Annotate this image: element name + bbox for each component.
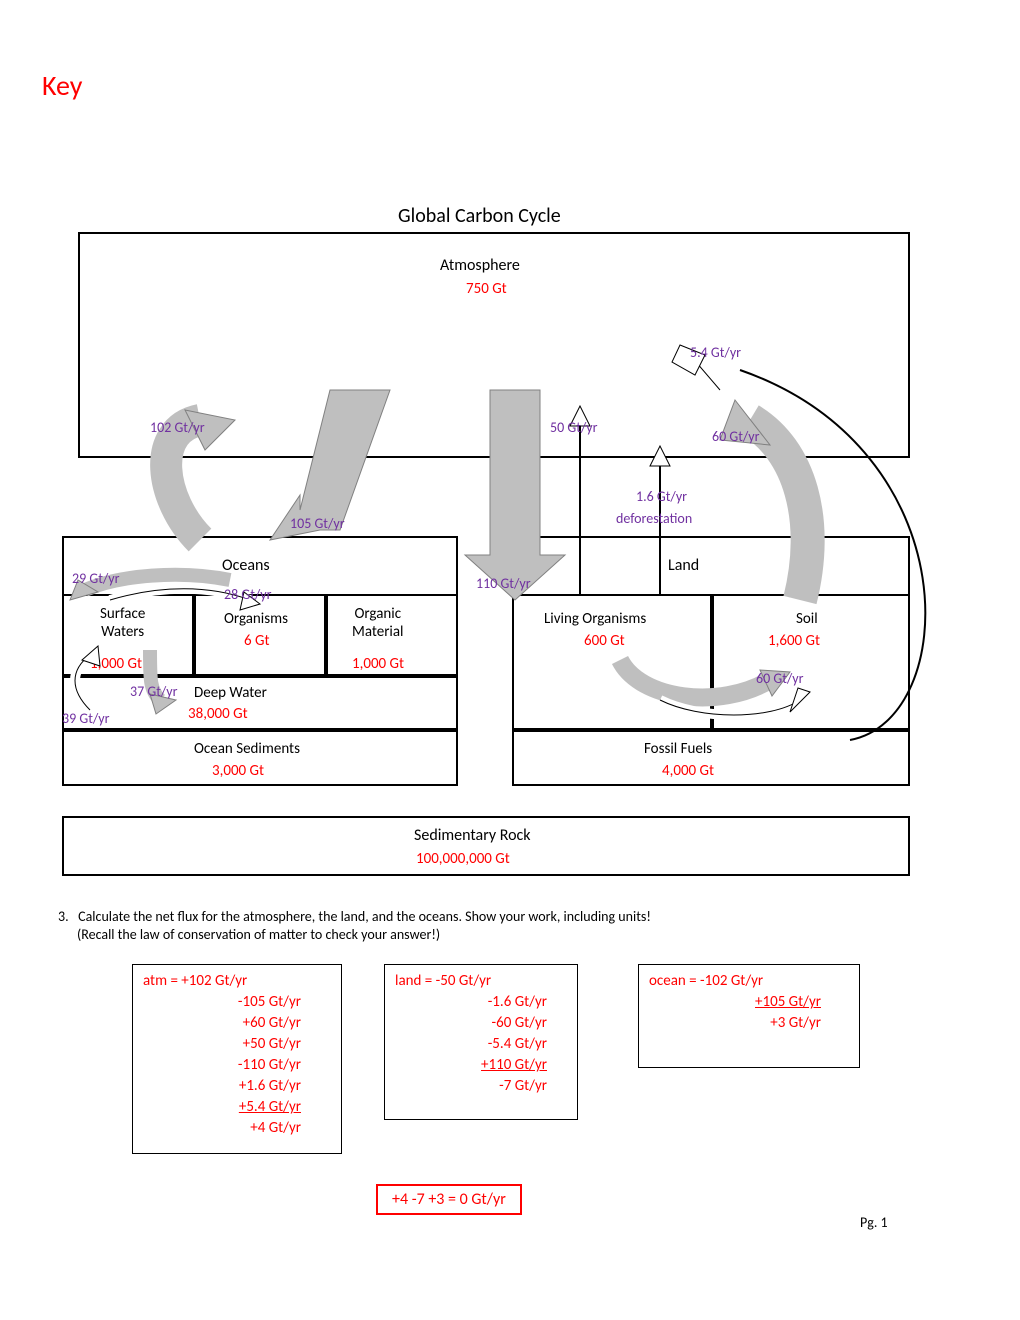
flow-29: 29 Gt/yr xyxy=(72,570,120,587)
sedimentary-rock-label: Sedimentary Rock xyxy=(414,826,531,845)
sedimentary-rock-value: 100,000,000 Gt xyxy=(416,850,510,868)
organisms-label: Organisms xyxy=(224,610,288,628)
calc-atm-l2: +60 Gt/yr xyxy=(143,1013,331,1034)
calc-atm-box: atm = +102 Gt/yr -105 Gt/yr +60 Gt/yr +5… xyxy=(132,964,342,1154)
calc-ocean-ul: +105 Gt/yr xyxy=(649,992,849,1013)
land-label: Land xyxy=(668,556,699,575)
oceans-label: Oceans xyxy=(222,556,270,575)
calc-ocean-l0: ocean = -102 Gt/yr xyxy=(649,971,849,992)
page-number: Pg. 1 xyxy=(860,1214,888,1231)
surface-waters-value: 1,000 Gt xyxy=(90,655,142,673)
question-text: Calculate the net flux for the atmospher… xyxy=(78,908,651,925)
calc-atm-l1: -105 Gt/yr xyxy=(143,992,331,1013)
calc-land-box: land = -50 Gt/yr -1.6 Gt/yr -60 Gt/yr -5… xyxy=(384,964,578,1120)
flow-60b: 60 Gt/yr xyxy=(756,670,804,687)
soil-label: Soil xyxy=(796,610,818,628)
diagram-title: Global Carbon Cycle xyxy=(398,204,561,228)
calc-atm-l5: +1.6 Gt/yr xyxy=(143,1076,331,1097)
calc-land-l2: -60 Gt/yr xyxy=(395,1013,567,1034)
final-result-box: +4 -7 +3 = 0 Gt/yr xyxy=(376,1184,522,1215)
fossil-fuels-label: Fossil Fuels xyxy=(644,740,712,758)
calc-land-l3: -5.4 Gt/yr xyxy=(395,1034,567,1055)
calc-land-ul: +110 Gt/yr xyxy=(395,1055,567,1076)
living-organisms-label: Living Organisms xyxy=(544,610,646,628)
calc-ocean-res: +3 Gt/yr xyxy=(649,1013,849,1034)
flow-105: 105 Gt/yr xyxy=(290,515,345,532)
calc-atm-l0: atm = +102 Gt/yr xyxy=(143,971,331,992)
calc-land-l1: -1.6 Gt/yr xyxy=(395,992,567,1013)
calc-atm-ul: +5.4 Gt/yr xyxy=(143,1097,331,1118)
flow-39: 39 Gt/yr xyxy=(62,710,110,727)
ocean-sediments-label: Ocean Sediments xyxy=(194,740,300,758)
flow-60a: 60 Gt/yr xyxy=(712,428,760,445)
calc-land-res: -7 Gt/yr xyxy=(395,1076,567,1097)
flow-28: 28 Gt/yr xyxy=(224,586,272,603)
key-label: Key xyxy=(42,68,82,103)
living-organisms-value: 600 Gt xyxy=(584,632,625,650)
flow-102: 102 Gt/yr xyxy=(150,419,205,436)
atmosphere-label: Atmosphere xyxy=(440,256,520,275)
ocean-sediments-value: 3,000 Gt xyxy=(212,762,264,780)
organic-material-label: OrganicMaterial xyxy=(352,605,404,641)
question-3: 3. Calculate the net flux for the atmosp… xyxy=(58,908,958,944)
calc-atm-l3: +50 Gt/yr xyxy=(143,1034,331,1055)
surface-waters-label: SurfaceWaters xyxy=(100,605,145,641)
flow-110: 110 Gt/yr xyxy=(476,575,531,592)
deep-water-label: Deep Water xyxy=(194,684,267,702)
flow-5-4: 5.4 Gt/yr xyxy=(690,344,741,361)
flow-deforestation: deforestation xyxy=(616,510,692,527)
organic-material-value: 1,000 Gt xyxy=(352,655,404,673)
flow-37: 37 Gt/yr xyxy=(130,683,178,700)
calc-atm-l4: -110 Gt/yr xyxy=(143,1055,331,1076)
fossil-fuels-value: 4,000 Gt xyxy=(662,762,714,780)
organisms-value: 6 Gt xyxy=(244,632,269,650)
calc-ocean-box: ocean = -102 Gt/yr +105 Gt/yr +3 Gt/yr xyxy=(638,964,860,1068)
flow-1-6: 1.6 Gt/yr xyxy=(636,488,687,505)
deep-water-value: 38,000 Gt xyxy=(188,705,248,723)
soil-value: 1,600 Gt xyxy=(768,632,820,650)
flow-50: 50 Gt/yr xyxy=(550,419,598,436)
atmosphere-value: 750 Gt xyxy=(466,280,507,298)
calc-atm-res: +4 Gt/yr xyxy=(143,1118,331,1139)
question-number: 3. xyxy=(58,908,69,925)
question-sub: (Recall the law of conservation of matte… xyxy=(77,926,440,943)
calc-land-l0: land = -50 Gt/yr xyxy=(395,971,567,992)
